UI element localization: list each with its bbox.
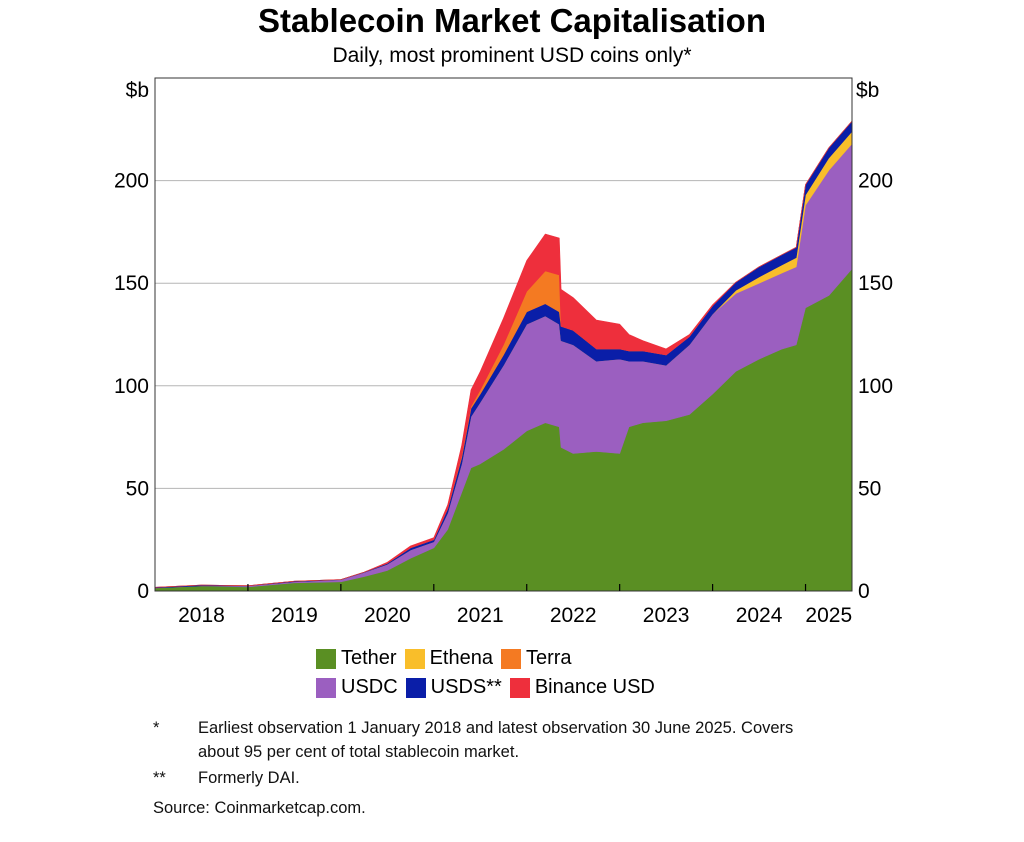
y-tick-label-left: 150 <box>114 272 149 295</box>
footnote-1: * Earliest observation 1 January 2018 an… <box>153 716 828 764</box>
legend-row: USDC USDS** Binance USD <box>316 673 663 702</box>
y-unit-left: $b <box>126 79 149 102</box>
legend-row: Tether Ethena Terra <box>316 644 663 673</box>
legend-swatch <box>404 648 425 669</box>
x-tick-label: 2023 <box>643 604 690 627</box>
chart-title: Stablecoin Market Capitalisation <box>258 2 766 39</box>
y-tick-label-left: 100 <box>114 375 149 398</box>
legend-label: USDS** <box>430 676 502 698</box>
x-tick-label: 2019 <box>271 604 318 627</box>
y-tick-label-right: 0 <box>858 580 870 603</box>
y-tick-label-left: 50 <box>126 477 149 500</box>
x-tick-label: 2018 <box>178 604 225 627</box>
legend-label: Ethena <box>429 647 493 669</box>
chart-subtitle: Daily, most prominent USD coins only* <box>332 44 692 67</box>
footnote-text: Formerly DAI. <box>198 769 300 787</box>
y-tick-label-right: 150 <box>858 272 893 295</box>
x-tick-label: 2025 <box>805 604 852 627</box>
footnote-2: ** Formerly DAI. <box>153 766 828 790</box>
x-tick-label: 2020 <box>364 604 411 627</box>
footnote-marker: ** <box>153 769 166 787</box>
legend: Tether Ethena Terra USDC USDS** Binance USD <box>316 644 663 702</box>
plot-frame <box>154 77 853 592</box>
legend-label: Tether <box>341 647 397 669</box>
footnote-text: Earliest observation 1 January 2018 and … <box>198 719 794 761</box>
y-tick-label-left: 0 <box>137 580 149 603</box>
footnote-marker: * <box>153 719 160 737</box>
legend-item: Tether <box>316 647 397 670</box>
legend-swatch <box>405 677 426 698</box>
legend-label: USDC <box>341 676 398 698</box>
y-tick-label-right: 50 <box>858 477 881 500</box>
source-note: Source: Coinmarketcap.com. <box>153 799 366 817</box>
y-tick-label-right: 200 <box>858 170 893 193</box>
legend-item: USDS** <box>405 676 502 699</box>
x-tick-label: 2024 <box>736 604 783 627</box>
legend-label: Terra <box>525 647 572 669</box>
legend-swatch <box>316 648 336 669</box>
x-tick-label: 2022 <box>550 604 597 627</box>
footnotes: * Earliest observation 1 January 2018 an… <box>153 716 828 820</box>
legend-label: Binance USD <box>534 676 655 698</box>
y-tick-label-left: 200 <box>114 170 149 193</box>
y-tick-label-right: 100 <box>858 375 893 398</box>
legend-swatch <box>509 677 530 698</box>
x-tick-label: 2021 <box>457 604 504 627</box>
legend-item: Terra <box>500 647 572 670</box>
legend-item: USDC <box>316 676 398 699</box>
y-unit-right: $b <box>856 79 879 102</box>
legend-item: Ethena <box>404 647 493 670</box>
legend-item: Binance USD <box>509 676 655 699</box>
legend-swatch <box>500 648 521 669</box>
legend-swatch <box>316 677 336 698</box>
